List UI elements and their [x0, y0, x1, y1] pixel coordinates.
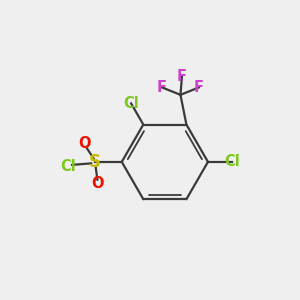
Text: Cl: Cl [123, 96, 139, 111]
Text: Cl: Cl [224, 154, 240, 169]
Text: O: O [92, 176, 104, 191]
Text: O: O [78, 136, 91, 151]
Text: S: S [89, 153, 101, 171]
Text: F: F [157, 80, 167, 95]
Text: Cl: Cl [60, 159, 76, 174]
Text: F: F [194, 80, 204, 95]
Text: F: F [177, 69, 187, 84]
